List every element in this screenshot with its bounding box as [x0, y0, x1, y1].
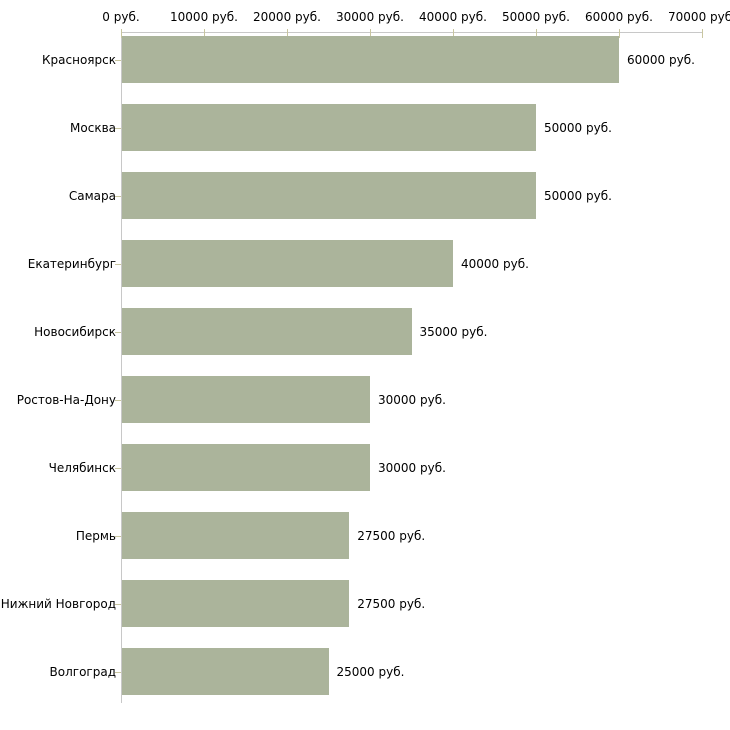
bar — [122, 172, 536, 219]
x-axis-tick-label: 60000 руб. — [585, 10, 653, 24]
x-axis-tick-label: 0 руб. — [102, 10, 140, 24]
bar — [122, 36, 619, 83]
y-axis-tick — [115, 196, 121, 197]
value-label: 35000 руб. — [419, 324, 488, 339]
category-label: Волгоград — [49, 664, 116, 679]
category-label: Челябинск — [48, 460, 116, 475]
x-axis-tick — [702, 29, 703, 38]
value-label: 30000 руб. — [378, 460, 446, 475]
bar — [122, 648, 329, 695]
value-label: 27500 руб. — [357, 596, 426, 611]
category-label: Красноярск — [42, 52, 116, 67]
value-label: 40000 руб. — [461, 256, 529, 271]
x-axis-tick-label: 50000 руб. — [502, 10, 570, 24]
x-axis-tick — [453, 29, 454, 38]
y-axis-tick — [115, 400, 121, 401]
x-axis-tick — [536, 29, 537, 38]
y-axis-tick — [115, 468, 121, 469]
value-label: 25000 руб. — [336, 664, 405, 679]
category-label: Самара — [68, 188, 116, 203]
x-axis-tick — [619, 29, 620, 38]
x-axis-tick — [370, 29, 371, 38]
bar — [122, 376, 370, 423]
x-axis-tick — [121, 29, 122, 38]
category-label: Нижний Новгород — [0, 596, 116, 611]
y-axis-tick — [115, 128, 121, 129]
x-axis-tick-label: 40000 руб. — [419, 10, 487, 24]
category-label: Пермь — [75, 528, 116, 543]
y-axis-tick — [115, 604, 121, 605]
y-axis-tick — [115, 332, 121, 333]
value-label: 50000 руб. — [544, 188, 612, 203]
value-label: 30000 руб. — [378, 392, 446, 407]
x-axis-tick — [287, 29, 288, 38]
y-axis-tick — [115, 536, 121, 537]
category-label: Москва — [70, 120, 116, 135]
bar — [122, 104, 536, 151]
category-label: Ростов-На-Дону — [16, 392, 116, 407]
x-axis-tick-label: 70000 руб. — [668, 10, 730, 24]
y-axis-tick — [115, 60, 121, 61]
value-label: 27500 руб. — [357, 528, 426, 543]
category-label: Екатеринбург — [27, 256, 116, 271]
bar — [122, 308, 412, 355]
bar — [122, 512, 350, 559]
bar — [122, 444, 370, 491]
bar — [122, 580, 350, 627]
category-label: Новосибирск — [34, 324, 116, 339]
y-axis-line — [121, 32, 122, 703]
value-label: 50000 руб. — [544, 120, 612, 135]
x-axis-tick-label: 30000 руб. — [336, 10, 404, 24]
x-axis-tick-label: 10000 руб. — [170, 10, 238, 24]
bar — [122, 240, 453, 287]
y-axis-tick — [115, 264, 121, 265]
x-axis-line — [121, 32, 702, 33]
value-label: 60000 руб. — [627, 52, 695, 67]
x-axis-tick — [204, 29, 205, 38]
y-axis-tick — [115, 672, 121, 673]
x-axis-tick-label: 20000 руб. — [253, 10, 321, 24]
